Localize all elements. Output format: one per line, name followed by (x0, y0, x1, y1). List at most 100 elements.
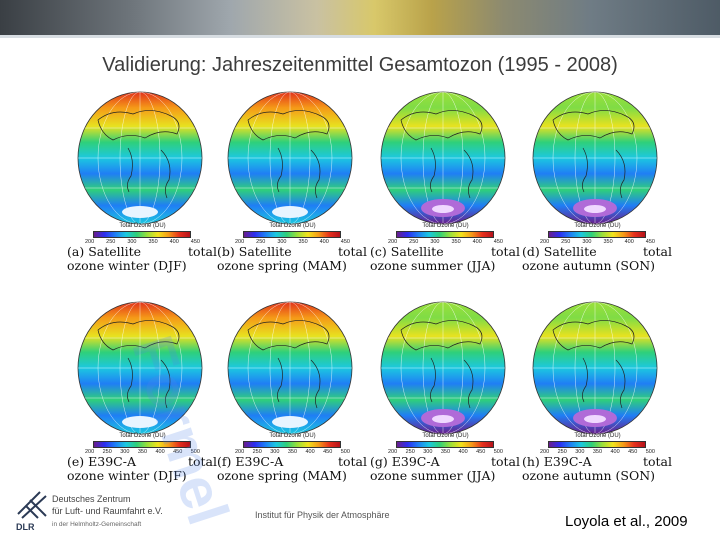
colorbar-title: Total Ozone (DU) (422, 223, 469, 229)
colorbar-tick: 300 (423, 449, 433, 455)
ozone-colorbar (243, 441, 341, 448)
globe-panel: Total Ozone (DU) 200 250 300 350 400 450 (a) … (65, 88, 220, 278)
colorbar-tick: 300 (127, 239, 137, 245)
panel-source: Satellite (88, 244, 142, 259)
ozone-globe-map (77, 301, 203, 435)
colorbar-tick: 200 (388, 449, 398, 455)
colorbar-tick: 300 (582, 239, 592, 245)
ozone-colorbar (243, 231, 341, 238)
ozone-colorbar (93, 231, 191, 238)
dlr-emblem-icon (17, 491, 47, 519)
colorbar-tick: 300 (575, 449, 585, 455)
dlr-logo: DLR Deutsches Zentrum für Luft- und Raum… (12, 488, 212, 534)
colorbar-tick: 350 (287, 449, 298, 455)
panel-letter: (h) (522, 454, 540, 469)
panel-caption: (h) E39C-A total ozone autumn (SON) (522, 455, 672, 483)
panel-source: Satellite (543, 244, 597, 259)
colorbar-tick: 450 (493, 239, 503, 245)
colorbar-tick: 450 (645, 239, 655, 245)
panel-source: E39C-A (543, 454, 592, 469)
globe-panel: Total Ozone (DU) 200 250 300 350 400 450 500 (… (368, 298, 523, 488)
slide-title: Validierung: Jahreszeitenmittel Gesamtoz… (102, 54, 618, 76)
panel-caption: (g) E39C-A total ozone summer (JJA) (370, 455, 520, 483)
panel-total-word: total (337, 454, 367, 469)
ozone-colorbar (93, 441, 191, 448)
colorbar-ticks: 200 250 300 350 400 450 500 (540, 449, 655, 455)
colorbar-tick: 250 (252, 449, 262, 455)
header-banner (0, 0, 720, 38)
panel-total-word: total (187, 244, 217, 259)
panel-total-word: total (490, 454, 520, 469)
ozone-globe-map (532, 91, 658, 225)
colorbar-title: Total Ozone (DU) (422, 433, 469, 439)
panel-source: E39C-A (88, 454, 136, 469)
colorbar-tick: 200 (540, 449, 550, 455)
panel-letter: (a) (67, 244, 85, 259)
globe-panel: Total Ozone (DU) 200 250 300 350 400 450 500 (… (520, 298, 675, 488)
colorbar-ticks: 200 250 300 350 400 450 (235, 239, 350, 245)
panel-total-word: total (642, 454, 672, 469)
colorbar-tick: 400 (458, 449, 468, 455)
panel-letter: (b) (217, 244, 235, 259)
ozone-globe-map (380, 301, 506, 435)
colorbar-tick: 350 (440, 449, 451, 455)
colorbar-tick: 400 (472, 239, 482, 245)
globe-panel: Total Ozone (DU) 200 250 300 350 400 450 500 (… (215, 298, 370, 488)
panel-caption: (b) Satellite total ozone spring (MAM) (217, 245, 367, 273)
colorbar-tick: 450 (173, 449, 183, 455)
colorbar-tick: 500 (340, 449, 350, 455)
colorbar-tick: 300 (270, 449, 280, 455)
colorbar-ticks: 200 250 300 350 400 450 (388, 239, 503, 245)
colorbar-tick: 500 (190, 449, 200, 455)
colorbar-tick: 500 (493, 449, 503, 455)
globe-panel: Total Ozone (DU) 200 250 300 350 400 450 (b) … (215, 88, 370, 278)
colorbar-title: Total Ozone (DU) (119, 223, 166, 229)
panel-letter: (f) (217, 454, 232, 469)
colorbar-tick: 450 (323, 449, 333, 455)
panel-total-word: total (337, 244, 367, 259)
colorbar-tick: 250 (102, 449, 112, 455)
panel-season: ozone spring (MAM) (217, 258, 347, 273)
panel-season: ozone autumn (SON) (522, 258, 656, 273)
colorbar-tick: 450 (628, 449, 638, 455)
citation: Loyola et al., 2009 (565, 513, 688, 530)
colorbar-tick: 200 (540, 239, 550, 245)
globe-panel: Total Ozone (DU) 200 250 300 350 400 450 (d) … (520, 88, 675, 278)
colorbar-tick: 200 (235, 239, 245, 245)
ozone-globe-map (227, 91, 353, 225)
panel-total-word: total (490, 244, 520, 259)
colorbar-tick: 200 (85, 239, 95, 245)
dlr-line2: für Luft- und Raumfahrt e.V. (52, 506, 163, 516)
ozone-globe-map (77, 91, 203, 225)
colorbar-tick: 400 (305, 449, 315, 455)
colorbar-tick: 250 (405, 449, 415, 455)
colorbar-tick: 300 (430, 239, 440, 245)
panel-caption: (f) E39C-A total ozone spring (MAM) (217, 455, 367, 483)
institute-name: Institut für Physik der Atmosphäre (255, 510, 390, 520)
colorbar-tick: 350 (451, 239, 461, 245)
colorbar-tick: 350 (148, 239, 158, 245)
colorbar-ticks: 200 250 300 350 400 450 (540, 239, 655, 245)
colorbar-title: Total Ozone (DU) (119, 433, 166, 439)
colorbar-tick: 400 (610, 449, 620, 455)
panel-season: ozone summer (JJA) (370, 468, 496, 483)
colorbar-tick: 400 (624, 239, 634, 245)
panel-caption: (e) E39C-A total ozone winter (DJF) (67, 455, 217, 483)
globe-panel: Total Ozone (DU) 200 250 300 350 400 450 (c) … (368, 88, 523, 278)
colorbar-ticks: 200 250 300 350 400 450 (85, 239, 200, 245)
colorbar-tick: 300 (277, 239, 287, 245)
panel-season: ozone winter (DJF) (67, 258, 187, 273)
colorbar-tick: 350 (137, 449, 148, 455)
colorbar-title: Total Ozone (DU) (574, 433, 621, 439)
colorbar-tick: 450 (340, 239, 350, 245)
colorbar-tick: 500 (645, 449, 655, 455)
ozone-colorbar (548, 231, 646, 238)
colorbar-tick: 400 (169, 239, 179, 245)
colorbar-tick: 350 (592, 449, 603, 455)
colorbar-tick: 350 (298, 239, 308, 245)
colorbar-ticks: 200 250 300 350 400 450 500 (235, 449, 350, 455)
dlr-line3: in der Helmholtz-Gemeinschaft (52, 521, 141, 528)
colorbar-tick: 250 (409, 239, 419, 245)
panel-source: Satellite (390, 244, 444, 259)
panel-season: ozone summer (JJA) (370, 258, 496, 273)
